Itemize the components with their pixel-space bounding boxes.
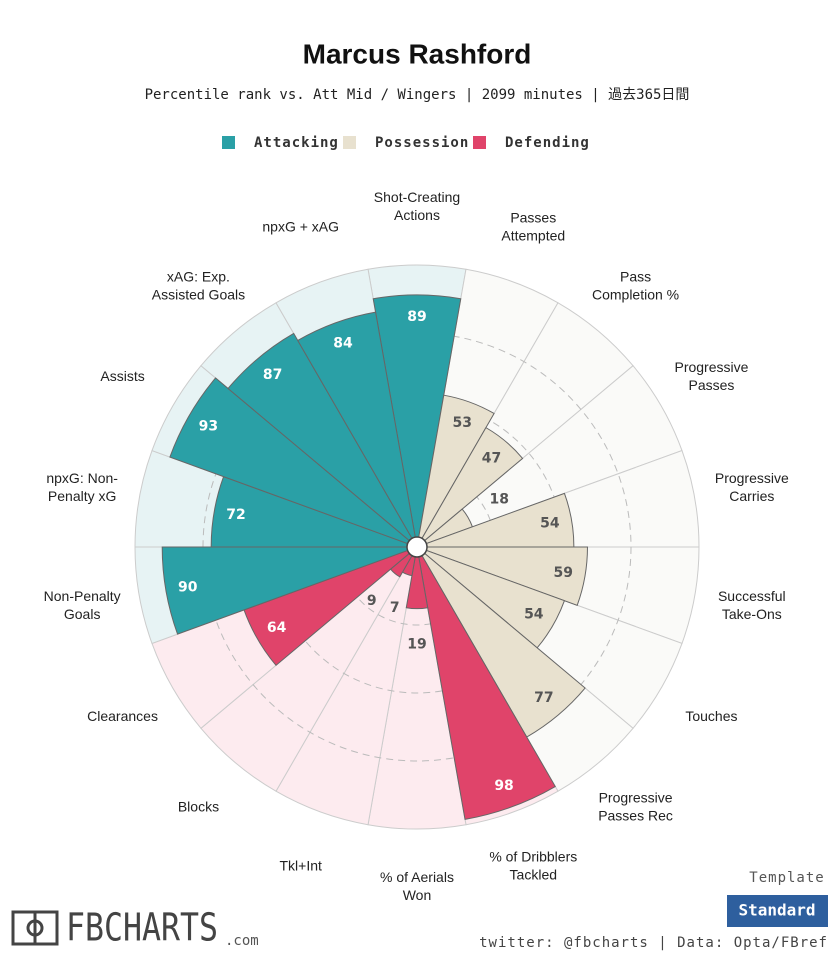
category-label-line: Completion % xyxy=(592,286,679,302)
logo-suffix: .com xyxy=(225,933,259,949)
legend-label: Possession xyxy=(375,135,469,151)
value-label: 47 xyxy=(482,450,501,466)
category-label-line: Carries xyxy=(729,488,774,504)
category-label-line: Pass xyxy=(620,268,651,284)
category-label-line: Passes Rec xyxy=(598,807,673,823)
category-label: % of Aerials Won xyxy=(380,869,454,903)
value-label: 93 xyxy=(199,419,218,435)
value-label: 59 xyxy=(553,565,572,581)
category-label: Pass Completion % xyxy=(592,268,679,302)
category-label-line: Successful xyxy=(718,588,786,604)
legend-swatch xyxy=(343,136,356,149)
value-label: 90 xyxy=(178,579,198,595)
category-label-line: Penalty xG xyxy=(48,488,116,504)
category-label: Touches xyxy=(685,708,737,724)
category-label-line: Progressive xyxy=(599,789,673,805)
value-label: 7 xyxy=(390,600,400,616)
value-label: 9 xyxy=(367,593,377,609)
category-label: Assists xyxy=(100,368,144,384)
category-label: Tkl+Int xyxy=(280,857,323,873)
category-label-line: Assists xyxy=(100,368,144,384)
category-label: Non-Penalty Goals xyxy=(44,588,121,622)
category-label: Shot-Creating Actions xyxy=(374,189,460,223)
legend-label: Attacking xyxy=(254,135,339,151)
template-button-text[interactable]: Standard xyxy=(738,901,815,920)
value-label: 54 xyxy=(540,516,560,532)
category-label: npxG + xAG xyxy=(262,218,339,234)
category-label-line: Shot-Creating xyxy=(374,189,460,205)
category-label-line: Progressive xyxy=(715,470,789,486)
chart-title: Marcus Rashford xyxy=(303,38,532,69)
value-label: 72 xyxy=(226,507,245,523)
category-label: npxG: Non- Penalty xG xyxy=(46,470,118,504)
template-button[interactable] xyxy=(727,895,828,927)
category-label-line: % of Aerials xyxy=(380,869,454,885)
category-label-line: Non-Penalty xyxy=(44,588,121,604)
value-label: 89 xyxy=(407,309,426,325)
category-label: xAG: Exp. Assisted Goals xyxy=(152,268,245,302)
logo-icon xyxy=(11,910,59,946)
legend: Attacking Possession Defending xyxy=(222,135,590,151)
category-label-line: Blocks xyxy=(178,798,219,814)
category-label-line: npxG: Non- xyxy=(46,470,118,486)
category-label: % of Dribblers Tackled xyxy=(489,848,577,882)
category-label-line: Clearances xyxy=(87,708,158,724)
value-label: 98 xyxy=(494,778,513,794)
category-label: Progressive Carries xyxy=(715,470,789,504)
category-label-line: Tkl+Int xyxy=(280,857,323,873)
value-label: 53 xyxy=(452,415,471,431)
legend-swatch xyxy=(473,136,486,149)
value-label: 77 xyxy=(534,690,553,706)
category-label-line: Passes xyxy=(510,209,556,225)
plot: 89 53 47 18 54 59 54 77 98 19 79 64 90 72 93 87 84 Shot-C… xyxy=(44,189,789,903)
category-label: Passes Attempted xyxy=(501,209,565,243)
category-label-line: Touches xyxy=(685,708,737,724)
legend-swatch xyxy=(222,136,235,149)
category-label-line: % of Dribblers xyxy=(489,848,577,864)
center-hole xyxy=(406,536,428,558)
category-label-line: Take-Ons xyxy=(722,606,782,622)
category-label-line: Passes xyxy=(688,377,734,393)
category-label-line: Won xyxy=(403,887,432,903)
category-label: Blocks xyxy=(178,798,219,814)
value-label: 18 xyxy=(489,492,508,508)
category-label-line: Assisted Goals xyxy=(152,286,245,302)
category-label-line: xAG: Exp. xyxy=(167,268,230,284)
category-label: Successful Take-Ons xyxy=(718,588,786,622)
chart-subtitle: Percentile rank vs. Att Mid / Wingers | … xyxy=(145,87,690,103)
logo-text: FBCHARTS xyxy=(66,906,218,950)
value-label: 19 xyxy=(407,637,426,653)
credit: twitter: @fbcharts | Data: Opta/FBref xyxy=(479,935,828,951)
category-label-line: Progressive xyxy=(674,359,748,375)
value-label: 64 xyxy=(267,620,287,636)
value-label: 84 xyxy=(333,336,353,352)
category-label-line: npxG + xAG xyxy=(262,218,339,234)
template-label: Template xyxy=(749,870,824,886)
value-label: 87 xyxy=(263,367,282,383)
category-label-line: Tackled xyxy=(510,866,557,882)
category-label: Clearances xyxy=(87,708,158,724)
category-label: Progressive Passes Rec xyxy=(598,789,673,823)
category-label-line: Actions xyxy=(394,207,440,223)
category-label-line: Attempted xyxy=(501,227,565,243)
value-label: 54 xyxy=(524,606,544,622)
category-label: Progressive Passes xyxy=(674,359,748,393)
category-label-line: Goals xyxy=(64,606,101,622)
legend-label: Defending xyxy=(505,135,590,151)
